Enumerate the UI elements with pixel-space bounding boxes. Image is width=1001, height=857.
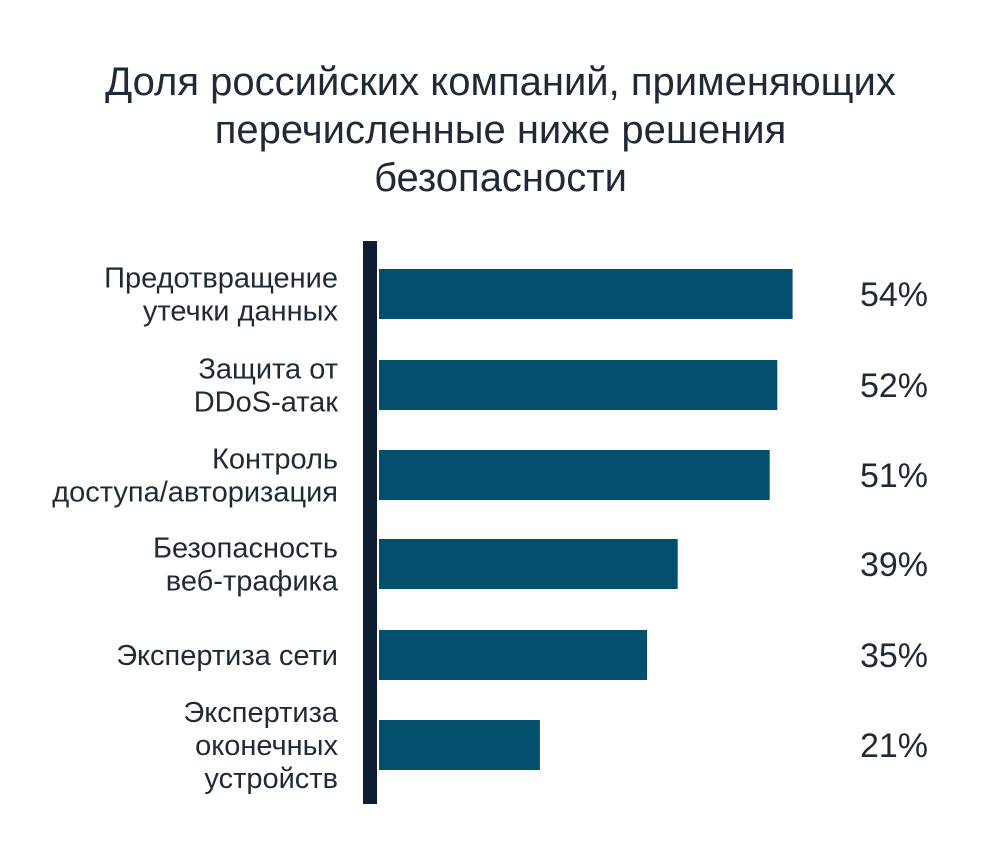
category-label-2-line-1: доступа/авторизация: [52, 477, 338, 509]
bar-1: [379, 360, 778, 410]
category-label-1: Защита от DDoS-атак: [194, 354, 339, 419]
value-label-0: 54%: [860, 276, 928, 314]
category-label-1-line-1: DDoS-атак: [194, 387, 339, 419]
bar-3: [379, 539, 678, 589]
category-label-1-line-0: Защита от: [198, 354, 338, 386]
category-label-5-line-1: оконечных: [195, 730, 338, 762]
value-label-5: 21%: [860, 727, 928, 765]
chart-title-line-1: Доля российских компаний, применяющих: [105, 60, 896, 104]
value-label-4: 35%: [860, 637, 928, 675]
category-label-4-line-0: Экспертиза сети: [116, 640, 338, 672]
category-label-3-line-1: веб-трафика: [166, 566, 339, 598]
category-label-4: Экспертиза сети: [116, 640, 338, 672]
bar-4: [379, 630, 648, 680]
category-label-3-line-0: Безопасность: [153, 533, 338, 565]
category-label-2-line-0: Контроль: [212, 444, 338, 476]
chart-title-line-2: перечисленные ниже решения: [214, 108, 787, 152]
y-axis-line: [363, 241, 377, 804]
bar-0: [379, 269, 793, 319]
bar-5: [379, 720, 540, 770]
category-label-0-line-1: утечки данных: [143, 296, 339, 328]
category-label-2: Контроль доступа/авторизация: [52, 444, 338, 509]
category-label-0-line-0: Предотвращение: [104, 263, 338, 295]
chart-title-line-3: безопасности: [374, 156, 627, 200]
category-label-5-line-0: Экспертиза: [183, 697, 338, 729]
value-label-1: 52%: [860, 367, 928, 405]
value-label-3: 39%: [860, 546, 928, 584]
category-label-5: Экспертиза оконечных устройств: [183, 697, 338, 795]
category-label-3: Безопасность веб-трафика: [153, 533, 339, 598]
chart-title: Доля российских компаний, применяющих пе…: [0, 58, 1001, 202]
value-label-2: 51%: [860, 457, 928, 495]
category-label-0: Предотвращение утечки данных: [104, 263, 338, 328]
category-label-5-line-2: устройств: [204, 763, 338, 795]
bar-2: [379, 450, 770, 500]
